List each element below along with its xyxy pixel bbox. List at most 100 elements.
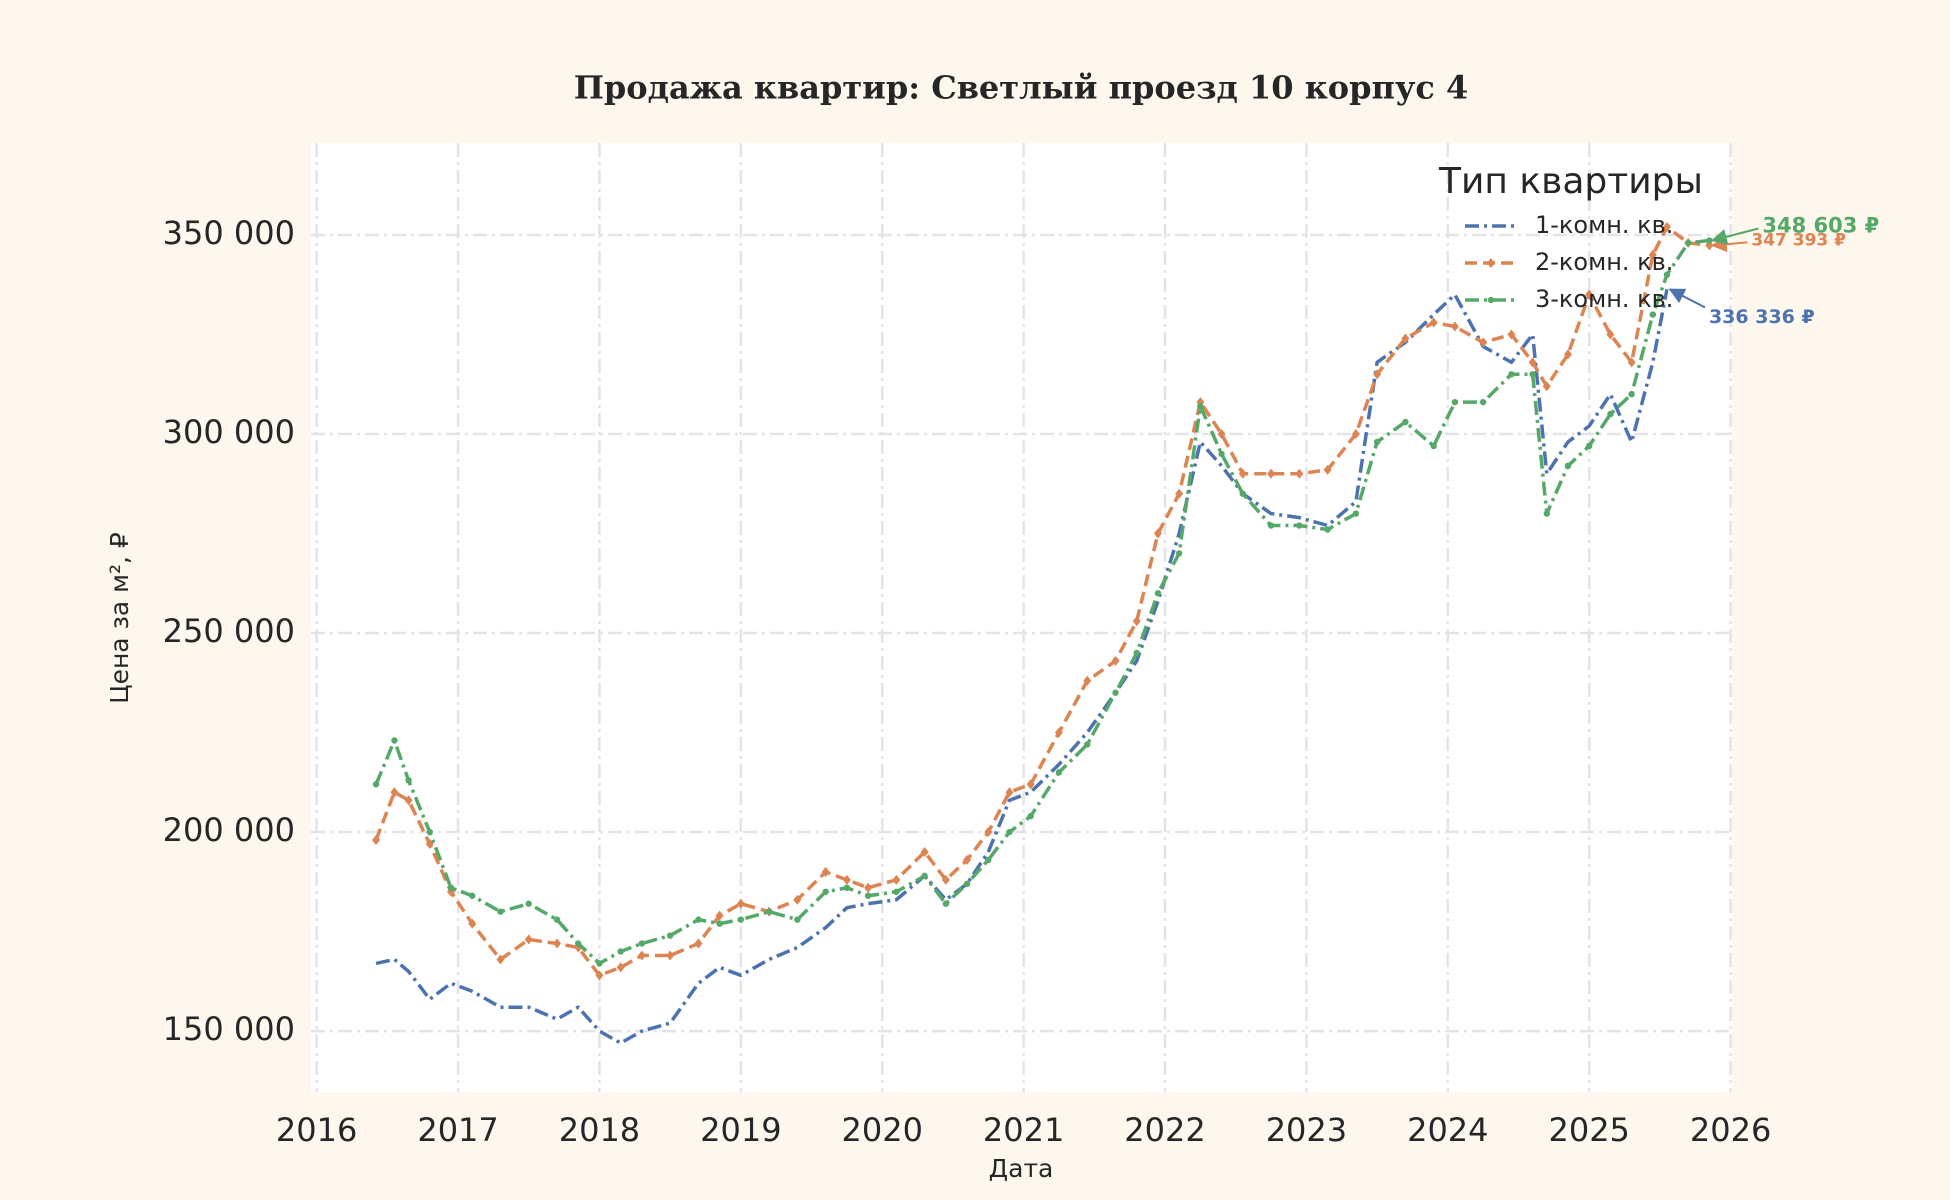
marker: [617, 948, 624, 955]
marker: [1352, 510, 1360, 517]
series: 347 393 ₽: [372, 221, 1846, 981]
x-tick-label: 2023: [1266, 1111, 1347, 1149]
marker: [1487, 296, 1495, 304]
marker: [1401, 333, 1410, 344]
x-tick-label: 2021: [983, 1111, 1064, 1149]
marker: [793, 894, 802, 905]
marker: [1543, 510, 1550, 517]
marker: [1133, 649, 1140, 657]
marker: [822, 888, 829, 895]
marker: [942, 900, 950, 907]
marker: [1006, 828, 1013, 836]
marker: [1373, 369, 1382, 380]
marker: [1111, 655, 1120, 666]
marker: [1564, 462, 1572, 470]
marker: [1542, 381, 1551, 392]
marker: [595, 970, 604, 981]
marker: [1175, 488, 1184, 499]
marker: [468, 892, 476, 899]
marker: [1606, 329, 1615, 340]
marker: [1479, 398, 1487, 406]
marker: [1132, 616, 1141, 627]
x-tick-label: 2026: [1690, 1111, 1771, 1149]
x-tick-label: 2024: [1407, 1111, 1488, 1149]
marker: [843, 884, 851, 891]
marker: [666, 932, 674, 939]
y-axis-label: Цена за м², ₽: [105, 532, 134, 704]
marker: [1197, 402, 1204, 410]
marker: [1026, 779, 1035, 790]
x-tick-label: 2016: [276, 1111, 357, 1149]
legend-label: 3-комн. кв.: [1535, 285, 1673, 313]
marker: [842, 874, 851, 885]
marker: [736, 898, 745, 909]
marker: [921, 872, 928, 880]
marker: [1267, 522, 1275, 529]
marker: [1055, 769, 1063, 776]
series: 348 603 ₽: [372, 214, 1879, 967]
marker: [1663, 271, 1671, 278]
marker: [524, 934, 533, 945]
legend-title: Тип квартиры: [1438, 161, 1703, 202]
marker: [941, 874, 950, 885]
marker: [1027, 812, 1034, 820]
x-axis-label: Дата: [989, 1154, 1054, 1183]
marker: [1054, 727, 1063, 738]
marker: [1479, 337, 1488, 348]
marker: [864, 892, 872, 899]
legend-label: 1-комн. кв.: [1535, 211, 1673, 239]
annotation-arrow: [1710, 227, 1759, 245]
marker: [390, 787, 399, 798]
marker: [716, 920, 723, 927]
x-tick-label: 2017: [417, 1111, 498, 1149]
marker: [1429, 317, 1438, 328]
x-tick-label: 2020: [842, 1111, 923, 1149]
marker: [695, 916, 702, 923]
marker: [575, 940, 582, 947]
marker: [637, 950, 646, 961]
marker: [468, 918, 477, 929]
marker: [1239, 490, 1246, 497]
marker: [1508, 371, 1515, 378]
marker: [666, 950, 675, 961]
marker: [1296, 522, 1303, 529]
marker: [1323, 464, 1332, 475]
line: [374, 225, 1710, 978]
marker: [447, 884, 455, 891]
marker: [638, 940, 646, 947]
marker: [1217, 428, 1226, 439]
marker: [1628, 390, 1635, 398]
marker: [864, 882, 873, 893]
marker: [963, 854, 972, 865]
marker: [426, 828, 433, 836]
marker: [372, 835, 381, 846]
marker: [1238, 468, 1247, 479]
marker: [1083, 675, 1092, 686]
marker: [737, 916, 745, 923]
marker: [596, 960, 603, 967]
annotation-arrow: [1710, 236, 1748, 253]
marker: [525, 900, 532, 907]
marker: [1563, 349, 1572, 360]
marker: [553, 938, 562, 949]
marker: [715, 910, 724, 921]
marker: [1451, 398, 1459, 406]
marker: [1450, 321, 1459, 332]
grid: [311, 143, 1732, 1092]
legend: Тип квартиры 1-комн. кв. 2-комн. кв. 3-ком…: [1438, 161, 1703, 313]
marker: [496, 954, 505, 965]
lines: 336 336 ₽ 347 393 ₽348 603 ₽: [372, 214, 1879, 1045]
marker: [1649, 311, 1657, 318]
marker: [1084, 741, 1091, 748]
marker: [963, 880, 971, 888]
marker: [1112, 689, 1119, 696]
marker: [1402, 418, 1409, 426]
marker: [1585, 442, 1593, 450]
line: [374, 238, 1710, 966]
marker: [1706, 237, 1713, 244]
marker: [1684, 239, 1692, 247]
marker: [1487, 258, 1495, 268]
marker: [1648, 249, 1657, 260]
legend-label: 2-комн. кв.: [1535, 248, 1673, 276]
marker: [1175, 550, 1183, 557]
